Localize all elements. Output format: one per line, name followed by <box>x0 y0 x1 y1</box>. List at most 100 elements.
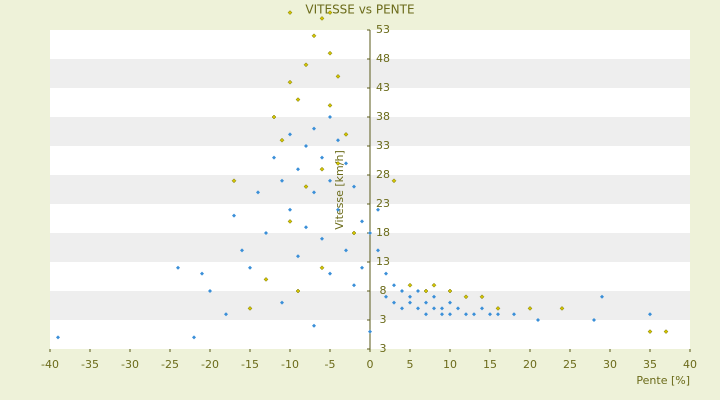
point <box>463 294 469 300</box>
point <box>303 184 309 189</box>
point <box>287 79 293 85</box>
point <box>208 289 212 293</box>
point <box>647 329 653 334</box>
point <box>327 10 333 15</box>
point <box>431 282 437 288</box>
point <box>648 312 652 317</box>
point <box>496 312 500 317</box>
point <box>360 265 364 270</box>
point <box>344 161 348 166</box>
point <box>376 207 380 212</box>
point <box>312 190 316 195</box>
point <box>416 289 420 293</box>
point <box>256 190 260 195</box>
point <box>432 294 436 299</box>
point <box>295 288 301 294</box>
point <box>303 62 309 68</box>
y-tick-label: 33 <box>376 139 390 152</box>
x-tick-label: 20 <box>523 358 537 371</box>
point <box>288 207 292 212</box>
point <box>247 306 253 311</box>
x-tick-label: 25 <box>563 358 577 371</box>
point <box>456 306 460 311</box>
y-tick-label: 28 <box>376 168 390 181</box>
point <box>287 10 293 15</box>
point <box>304 144 308 148</box>
point <box>240 248 244 253</box>
point <box>248 265 252 270</box>
y-tick-label: 38 <box>376 110 390 123</box>
point <box>440 306 444 311</box>
point <box>272 155 276 160</box>
point <box>319 265 325 271</box>
point <box>392 283 396 288</box>
point <box>559 306 565 311</box>
point <box>263 277 269 282</box>
x-tick-label: -30 <box>121 358 139 371</box>
point <box>336 207 340 212</box>
x-tick-label: 40 <box>683 358 697 371</box>
point <box>407 282 413 288</box>
point <box>320 236 324 241</box>
point <box>448 312 452 317</box>
point <box>320 155 324 160</box>
point <box>224 312 228 317</box>
point <box>279 137 285 143</box>
point <box>295 97 301 102</box>
point <box>663 329 669 334</box>
point <box>472 312 476 317</box>
point <box>512 312 516 317</box>
point <box>335 74 341 79</box>
point <box>376 248 380 253</box>
point <box>384 294 388 299</box>
point <box>328 115 332 119</box>
point <box>327 50 333 56</box>
point <box>264 231 268 235</box>
point <box>288 132 292 137</box>
point <box>335 161 341 166</box>
point <box>400 306 404 311</box>
point <box>319 16 325 21</box>
x-tick-label: -15 <box>241 358 259 371</box>
x-tick-label: 0 <box>367 358 374 371</box>
point <box>391 178 397 184</box>
x-tick-label: 35 <box>643 358 657 371</box>
point <box>368 231 372 235</box>
point <box>479 294 485 300</box>
y-tick-label: 43 <box>376 81 390 94</box>
point <box>368 329 372 334</box>
y-tick-label: 8 <box>380 284 387 297</box>
x-tick-label: -10 <box>281 358 299 371</box>
point <box>312 126 316 131</box>
point <box>352 184 356 189</box>
point <box>311 33 317 39</box>
x-tick-label: -20 <box>201 358 219 371</box>
point <box>304 225 308 230</box>
y-tick-label: 23 <box>376 197 390 210</box>
point <box>56 335 60 340</box>
y-tick-label: 3 <box>380 313 387 326</box>
y-tick-label: 13 <box>376 255 390 268</box>
y-tick-label: 53 <box>376 23 390 36</box>
point <box>424 300 428 305</box>
point <box>416 306 420 311</box>
point <box>351 230 357 236</box>
point <box>600 294 604 299</box>
x-tick-label: -40 <box>41 358 59 371</box>
point <box>527 306 533 311</box>
x-tick-label: 10 <box>443 358 457 371</box>
point <box>343 132 349 137</box>
point <box>488 312 492 317</box>
point <box>344 248 348 253</box>
point <box>440 312 444 317</box>
point <box>480 306 484 311</box>
x-axis-title: Pente [%] <box>636 374 690 387</box>
point <box>408 300 412 305</box>
point <box>312 323 316 328</box>
point <box>200 271 204 276</box>
y-axis-title: Vitesse [km/h] <box>333 150 346 230</box>
point <box>319 166 325 172</box>
point <box>400 289 404 293</box>
point <box>384 271 388 276</box>
y-tick-label: 3 <box>380 342 387 355</box>
